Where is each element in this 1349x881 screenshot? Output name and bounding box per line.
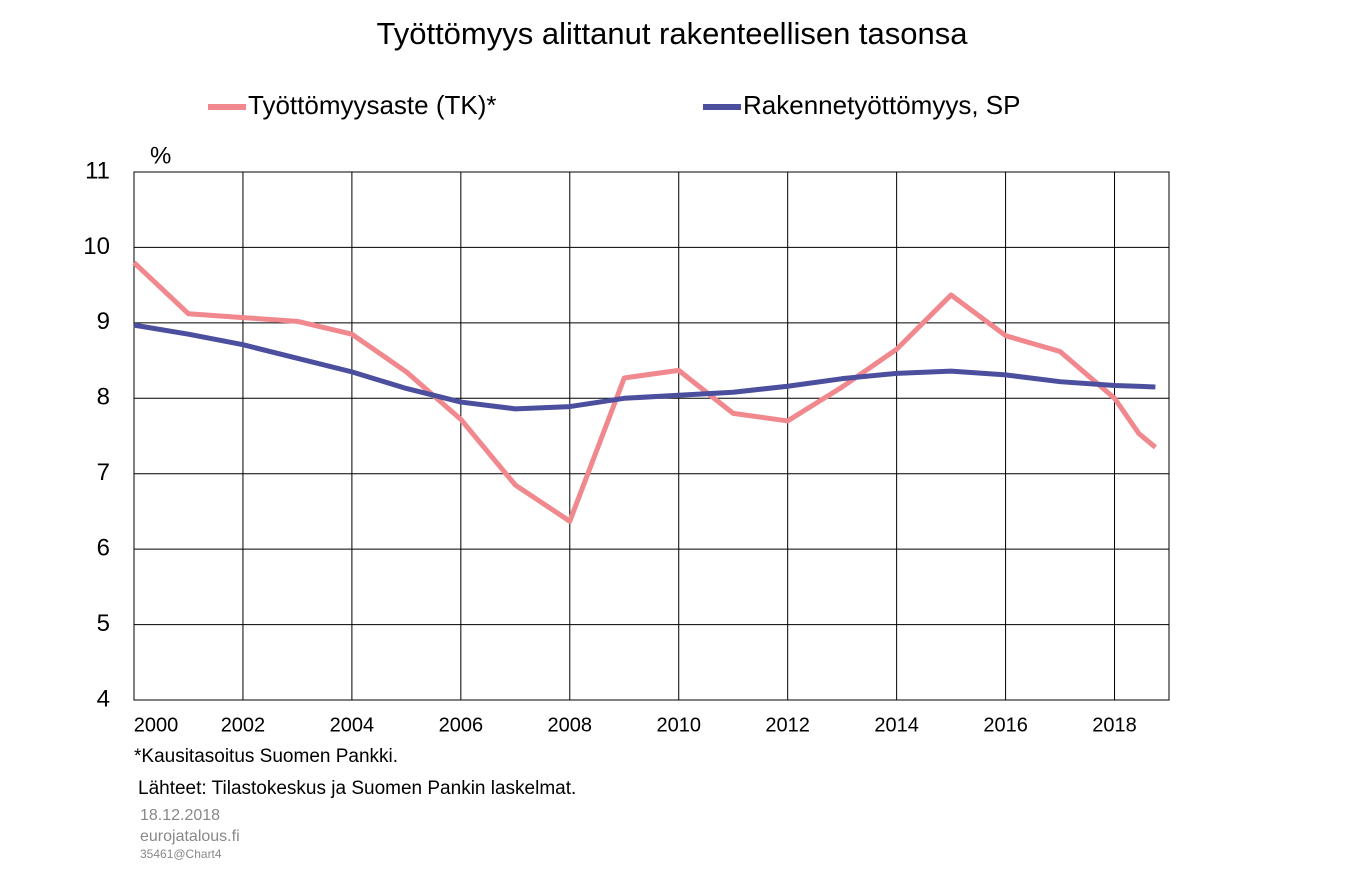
x-tick-label: 2016 <box>983 714 1028 736</box>
code: 35461@Chart4 <box>140 847 222 861</box>
y-tick-label: 4 <box>97 685 110 712</box>
x-tick-label: 2004 <box>330 714 375 736</box>
note: *Kausitasoitus Suomen Pankki. <box>134 746 398 767</box>
x-tick-label: 2008 <box>548 714 593 736</box>
line <box>133 322 1156 412</box>
y-tick-label: 9 <box>97 308 110 335</box>
x-tick-label: 2002 <box>221 714 266 736</box>
y-tick-label: 10 <box>83 233 110 260</box>
x-tick-label: 2010 <box>656 714 701 736</box>
y-tick-label: 11 <box>85 157 110 184</box>
plot-frame <box>133 171 1170 701</box>
x-tick-label: 2014 <box>874 714 919 736</box>
legend-label: Työttömyysaste (TK)* <box>248 90 497 120</box>
site: eurojatalous.fi <box>140 828 240 845</box>
legend-label: Rakennetyöttömyys, SP <box>743 90 1020 120</box>
y-tick-label: 5 <box>97 610 110 637</box>
y-axis-label: % <box>150 142 171 169</box>
chart-title: Työttömyys alittanut rakenteellisen taso… <box>376 16 968 51</box>
y-tick-label: 8 <box>97 384 110 411</box>
y-tick-label: 6 <box>97 534 110 561</box>
y-tick-label: 7 <box>97 459 110 486</box>
x-tick-label: 2018 <box>1092 714 1137 736</box>
date: 18.12.2018 <box>140 807 220 824</box>
x-tick-label: 2012 <box>765 714 810 736</box>
x-tick-label: 2006 <box>439 714 484 736</box>
line <box>132 260 1157 524</box>
x-tick-label: 2000 <box>134 714 179 736</box>
note: Lähteet: Tilastokeskus ja Suomen Pankin … <box>138 778 576 799</box>
